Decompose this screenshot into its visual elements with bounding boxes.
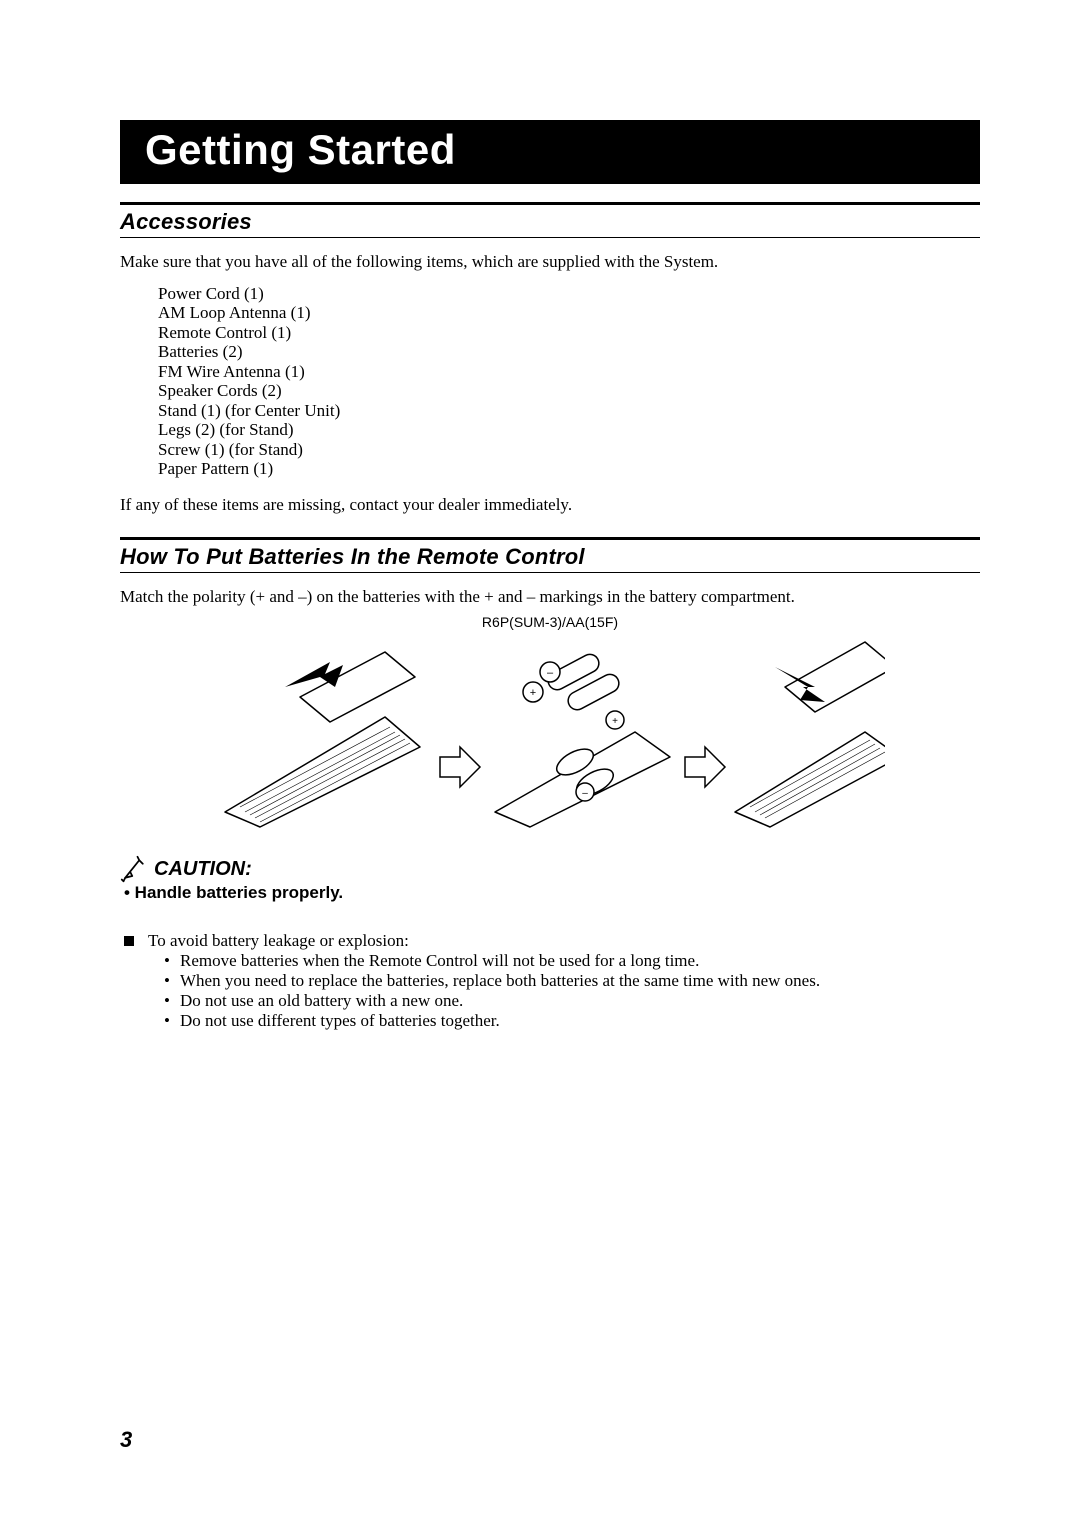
caution-icon [120,855,148,883]
rule [120,202,980,205]
svg-text:–: – [547,667,554,679]
accessories-item: Remote Control (1) [158,323,980,343]
section-heading-accessories: Accessories [120,209,980,235]
page-number: 3 [120,1427,132,1453]
accessories-item: AM Loop Antenna (1) [158,303,980,323]
caution-subtext: • Handle batteries properly. [124,883,980,903]
bullet-dot: • [164,991,180,1011]
svg-text:+: + [530,687,536,699]
svg-text:+: + [612,716,618,727]
bullet-dot: • [164,1011,180,1031]
accessories-missing: If any of these items are missing, conta… [120,495,980,515]
section-heading-batteries: How To Put Batteries In the Remote Contr… [120,544,980,570]
rule [120,572,980,573]
rule [120,537,980,540]
caution-bullet: Do not use an old battery with a new one… [180,991,463,1011]
caution-bullet: Do not use different types of batteries … [180,1011,500,1031]
accessories-item: Stand (1) (for Center Unit) [158,401,980,421]
bullet-dot: • [164,951,180,971]
batteries-intro: Match the polarity (+ and –) on the batt… [120,587,980,607]
accessories-item: Batteries (2) [158,342,980,362]
accessories-intro: Make sure that you have all of the follo… [120,252,980,272]
avoid-intro: To avoid battery leakage or explosion: [148,931,409,951]
accessories-item: Speaker Cords (2) [158,381,980,401]
bullet-dot: • [164,971,180,991]
square-bullet-icon [124,936,134,946]
accessories-item: Paper Pattern (1) [158,459,980,479]
caution-label: CAUTION: [154,858,252,881]
caution-bullet: When you need to replace the batteries, … [180,971,820,991]
rule [120,237,980,238]
page-title: Getting Started [120,120,980,184]
svg-text:–: – [582,788,588,799]
caution-bullet: Remove batteries when the Remote Control… [180,951,699,971]
battery-diagram: – + + – [215,632,885,832]
accessories-item: Power Cord (1) [158,284,980,304]
accessories-item: FM Wire Antenna (1) [158,362,980,382]
diagram-caption: R6P(SUM-3)/AA(15F) [215,614,885,630]
accessories-list: Power Cord (1) AM Loop Antenna (1) Remot… [158,284,980,479]
accessories-item: Screw (1) (for Stand) [158,440,980,460]
accessories-item: Legs (2) (for Stand) [158,420,980,440]
